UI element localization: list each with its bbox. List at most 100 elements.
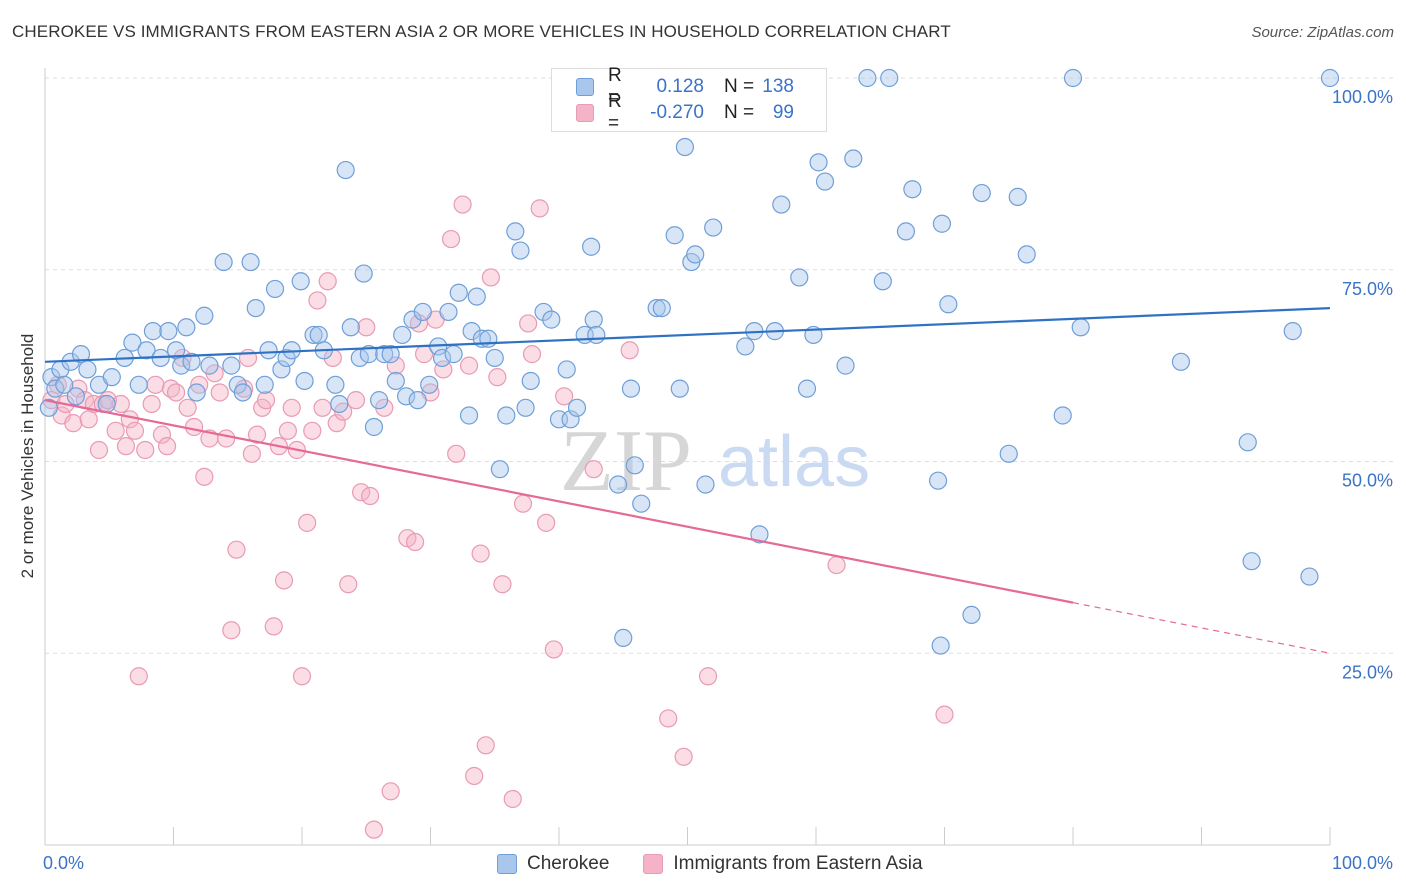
eastern-asia-point	[519, 314, 538, 333]
cherokee-point	[972, 183, 991, 203]
y-tick-label: 50.0%	[1342, 471, 1393, 491]
cherokee-point	[123, 333, 142, 352]
eastern-asia-point	[434, 360, 453, 379]
eastern-asia-point	[222, 621, 241, 640]
eastern-asia-point	[308, 291, 327, 310]
cherokee-point	[449, 283, 468, 302]
cherokee-point	[71, 345, 91, 364]
eastern-asia-point	[522, 345, 542, 364]
cherokee-point	[241, 252, 260, 272]
axes	[44, 68, 1331, 846]
eastern-asia-point	[256, 391, 276, 410]
y-tick-label: 100.0%	[1332, 87, 1393, 107]
cherokee-point	[1063, 68, 1083, 88]
cherokee-point	[143, 322, 163, 341]
cherokee-point	[516, 398, 535, 417]
eastern-asia-swatch	[643, 854, 664, 874]
legend-item-cherokee: Cherokee	[497, 853, 609, 875]
y-tick-label: 25.0%	[1342, 662, 1393, 682]
cherokee-point	[567, 398, 587, 417]
eastern-asia-point	[157, 437, 177, 456]
cherokee-point	[873, 272, 892, 291]
watermark-zip: ZIP	[560, 413, 692, 510]
legend-item-eastern-asia: Immigrants from Eastern Asia	[643, 853, 923, 875]
cherokee-point	[354, 264, 373, 283]
eastern-asia-point	[278, 421, 297, 440]
cherokee-point	[506, 222, 525, 241]
correlation-legend: R = 0.128 N = 138 R = -0.270 N = 99	[551, 65, 827, 134]
cherokee-point	[177, 318, 196, 337]
eastern-asia-point	[242, 444, 261, 463]
cherokee-point	[686, 245, 705, 264]
cherokee-point	[521, 371, 540, 391]
cherokee-point	[675, 137, 695, 157]
cherokee-point	[962, 605, 981, 625]
cherokee-point	[66, 387, 85, 406]
eastern-asia-point	[146, 375, 165, 394]
cherokee-point	[1320, 68, 1340, 88]
cherokee-point	[670, 379, 689, 398]
cherokee-point	[928, 471, 948, 490]
eastern-asia-point	[453, 195, 472, 214]
cherokee-point	[336, 160, 355, 180]
cherokee-point	[614, 628, 633, 648]
watermark-atlas: atlas	[718, 422, 870, 502]
eastern-asia-point	[364, 820, 384, 839]
cherokee-point	[632, 494, 651, 513]
eastern-asia-point	[698, 667, 718, 686]
cherokee-point	[797, 379, 817, 398]
cherokee-point	[932, 214, 952, 233]
cherokee-point	[582, 237, 601, 256]
n-label: N =	[724, 102, 755, 123]
eastern-asia-point	[447, 444, 466, 463]
eastern-asia-point	[935, 705, 954, 724]
eastern-asia-point	[292, 667, 312, 686]
eastern-asia-point	[274, 571, 294, 590]
eastern-asia-point	[488, 368, 507, 387]
eastern-asia-point	[166, 383, 186, 402]
cherokee-point	[790, 268, 809, 287]
eastern-asia-point	[405, 532, 425, 552]
eastern-asia-point	[537, 513, 556, 532]
cherokee-point	[809, 153, 828, 172]
cherokee-point	[479, 329, 498, 348]
eastern-asia-point	[136, 440, 155, 460]
cherokee-point	[393, 325, 412, 345]
legend-label: Cherokee	[527, 853, 610, 874]
cherokee-point	[696, 475, 715, 494]
cherokee-point	[364, 417, 384, 437]
cherokee-point	[459, 406, 479, 425]
cherokee-point	[815, 172, 835, 191]
eastern-asia-point	[346, 391, 366, 410]
eastern-asia-point	[282, 398, 301, 417]
eastern-asia-point	[476, 736, 495, 755]
cherokee-point	[896, 222, 916, 241]
cherokee-point	[621, 379, 641, 398]
cherokee-point	[432, 348, 452, 368]
cherokee-point	[291, 272, 310, 291]
legend-row-cherokee: R = 0.128 N = 138	[576, 65, 794, 108]
cherokee-point	[381, 345, 400, 364]
cherokee-point	[665, 226, 684, 245]
cherokee-point	[272, 360, 291, 379]
eastern-asia-point	[659, 709, 678, 728]
cherokee-point	[704, 218, 723, 237]
eastern-asia-point	[152, 425, 172, 444]
eastern-asia-point	[264, 617, 283, 636]
eastern-asia-point	[584, 460, 603, 479]
cherokee-point	[557, 360, 576, 379]
cherokee-point	[182, 352, 201, 371]
eastern-asia-point	[116, 437, 136, 456]
eastern-asia-point	[327, 414, 346, 433]
n-label: N =	[724, 76, 755, 97]
eastern-asia-point	[142, 394, 161, 414]
eastern-asia-points	[42, 195, 954, 839]
eastern-asia-point	[530, 199, 549, 218]
x-tick-label: 0.0%	[43, 853, 84, 873]
eastern-asia-point	[111, 394, 130, 414]
eastern-asia-point	[125, 421, 145, 440]
cherokee-point	[222, 356, 241, 375]
eastern-asia-swatch	[576, 104, 594, 122]
eastern-asia-point	[459, 356, 479, 375]
eastern-asia-point	[129, 667, 148, 686]
